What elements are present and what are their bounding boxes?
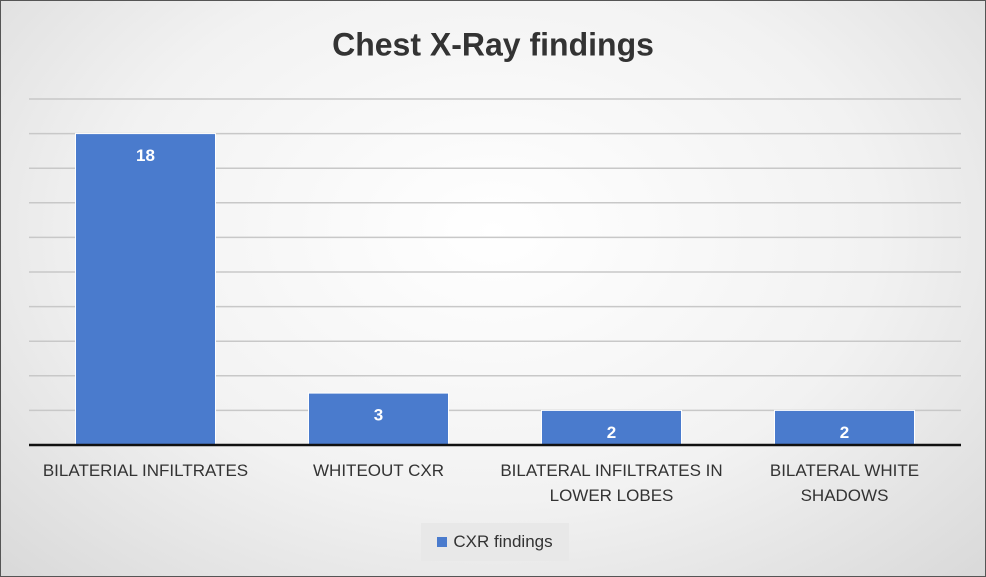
bar <box>75 133 216 446</box>
data-label: 3 <box>374 406 383 425</box>
bar <box>308 392 449 446</box>
x-tick-label: BILATERIAL INFILTRATES <box>42 461 249 480</box>
chart-title: Chest X-Ray findings <box>332 26 654 62</box>
legend: CXR findings <box>421 523 569 561</box>
x-tick-label: BILATERAL INFILTRATES IN LOWER LOBES <box>500 461 723 505</box>
legend-label: CXR findings <box>453 532 553 551</box>
data-label: 2 <box>607 423 616 442</box>
legend-swatch <box>437 537 448 547</box>
data-label: 18 <box>136 146 155 165</box>
x-tick-label: WHITEOUT CXR <box>313 461 444 480</box>
data-label: 2 <box>840 423 849 442</box>
x-tick-label: BILATERAL WHITE SHADOWS <box>769 461 920 505</box>
